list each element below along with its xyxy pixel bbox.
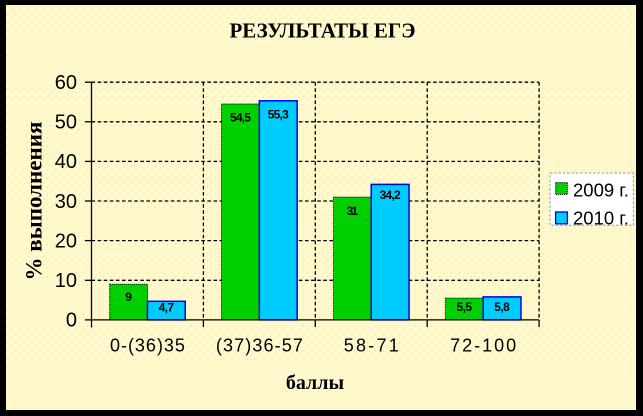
svg-text:10: 10 — [55, 270, 77, 292]
svg-text:9: 9 — [125, 290, 132, 304]
svg-text:5,5: 5,5 — [457, 300, 473, 314]
svg-text:20: 20 — [55, 230, 77, 252]
svg-text:4,7: 4,7 — [159, 301, 175, 315]
svg-text:% выполнения: % выполнения — [22, 122, 47, 281]
svg-text:2010 г.: 2010 г. — [573, 208, 629, 229]
svg-text:0: 0 — [66, 310, 77, 332]
svg-text:50: 50 — [55, 112, 77, 134]
svg-text:60: 60 — [55, 72, 77, 94]
svg-text:31: 31 — [347, 204, 359, 218]
svg-text:34,2: 34,2 — [380, 188, 401, 202]
svg-text:58-71: 58-71 — [344, 336, 399, 356]
svg-text:баллы: баллы — [286, 372, 345, 394]
svg-text:(37)36-57: (37)36-57 — [216, 336, 303, 356]
svg-text:72-100: 72-100 — [450, 336, 516, 356]
svg-text:54,5: 54,5 — [230, 110, 251, 124]
svg-text:30: 30 — [55, 191, 77, 213]
svg-text:2009 г.: 2009 г. — [573, 180, 629, 201]
svg-text:5,8: 5,8 — [494, 300, 510, 314]
svg-text:55,3: 55,3 — [268, 108, 289, 122]
svg-text:0-(36)35: 0-(36)35 — [110, 336, 185, 356]
svg-text:40: 40 — [55, 151, 77, 173]
svg-text:РЕЗУЛЬТАТЫ ЕГЭ: РЕЗУЛЬТАТЫ ЕГЭ — [229, 18, 415, 42]
